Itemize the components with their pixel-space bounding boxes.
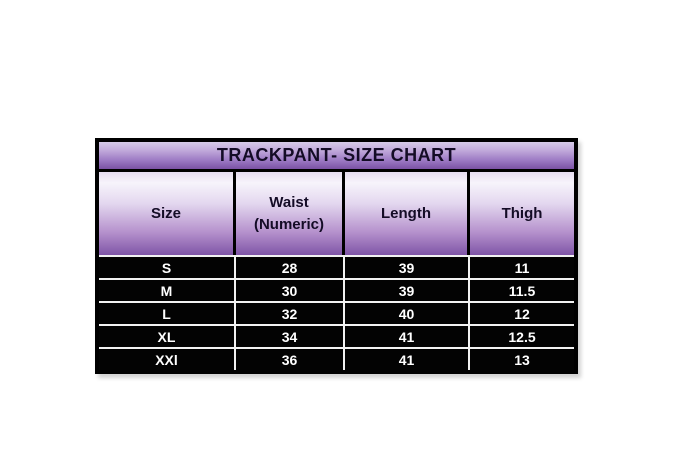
length-value: 39 [345,280,470,301]
table-row-m: M 30 39 11.5 [99,278,574,301]
table-row-xxl: XXl 36 41 13 [99,347,574,370]
size-value: XL [99,326,236,347]
column-header-length: Length [345,172,470,255]
table-row-xl: XL 34 41 12.5 [99,324,574,347]
thigh-value: 13 [514,351,530,368]
length-value: 40 [345,303,470,324]
column-header-thigh: Thigh [501,204,543,222]
size-chart-title: TRACKPANT- SIZE CHART [99,142,574,172]
table-row-s: S 28 39 11 [99,255,574,278]
size-value: M [99,280,236,301]
header-row: Size Waist (Numeric) Length Thigh [99,172,574,255]
thigh-value: 12.5 [508,328,536,345]
size-value: XXl [99,349,236,370]
length-value: 41 [345,326,470,347]
size-value: S [99,257,236,278]
waist-value: 34 [236,326,345,347]
waist-value: 36 [236,349,345,370]
column-header-waist: Waist (Numeric) [236,172,345,255]
length-value: 39 [345,257,470,278]
table-row-l: L 32 40 12 [99,301,574,324]
size-chart-table: TRACKPANT- SIZE CHART Size Waist (Numeri… [95,138,578,374]
length-value: 41 [345,349,470,370]
thigh-value: 12 [514,305,530,322]
waist-value: 30 [236,280,345,301]
thigh-value: 11 [514,259,530,276]
thigh-value: 11.5 [508,282,536,299]
waist-value: 28 [236,257,345,278]
column-header-size: Size [99,172,236,255]
size-value: L [99,303,236,324]
waist-value: 32 [236,303,345,324]
